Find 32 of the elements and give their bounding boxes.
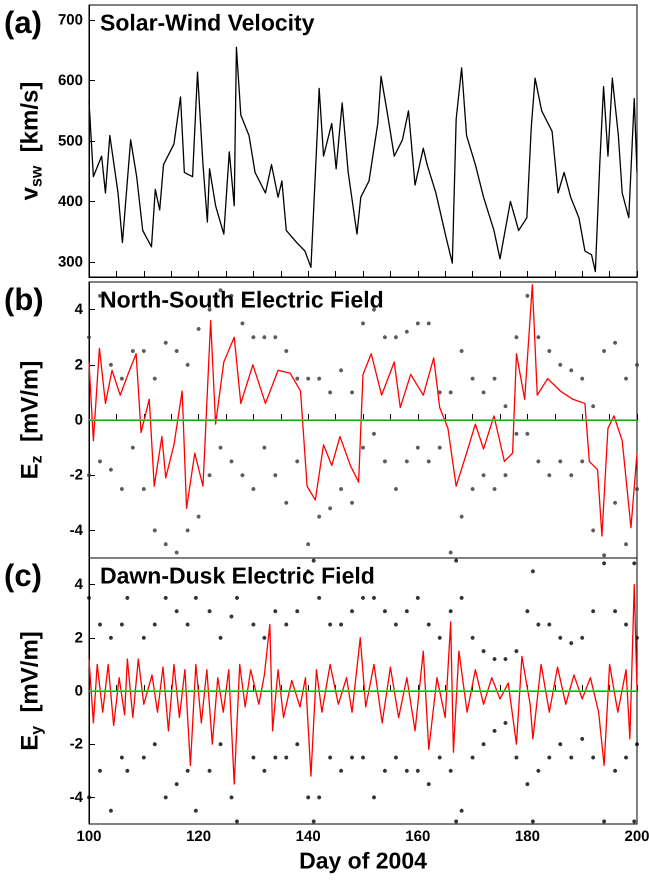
y-tick-label: 2 [74,356,83,374]
y-tick-label: 600 [58,72,83,90]
x-tick-label: 200 [624,828,649,845]
y-tick-label: 2 [74,629,83,646]
y-tick-label: 700 [58,12,83,29]
y-tick-label: 0 [74,682,83,700]
y-axis-title: Ez [mV/m] [16,360,46,480]
x-axis-title: Day of 2004 [299,847,428,874]
y-tick-label: -2 [70,736,83,753]
y-tick-label: 300 [58,253,83,270]
y-axis-title: Ey [mV/m] [16,631,46,751]
y-tick-label: 0 [74,412,83,428]
y-tick-label: 500 [58,132,83,150]
y-axis-title: vsw [km/s] [16,82,46,200]
x-tick-label: 160 [405,828,430,845]
chart-title: Solar-Wind Velocity [100,10,315,36]
chart-title: North-South Electric Field [100,286,384,312]
y-tick-label: 4 [74,576,84,594]
x-tick-label: 100 [76,828,102,845]
line-series [88,584,638,785]
x-tick-label: 140 [296,828,321,845]
x-tick-label: 180 [514,828,540,845]
x-tick-label: 120 [186,828,212,845]
y-tick-label: -4 [70,522,84,539]
y-tick-label: 4 [74,301,84,318]
y-tick-label: 400 [58,192,83,210]
y-tick-label: -2 [70,466,83,484]
chart-title: Dawn-Dusk Electric Field [100,562,375,588]
text: (b) [4,282,44,317]
text: (c) [4,558,42,593]
text: (a) [4,5,42,40]
y-tick-label: -4 [70,788,84,806]
